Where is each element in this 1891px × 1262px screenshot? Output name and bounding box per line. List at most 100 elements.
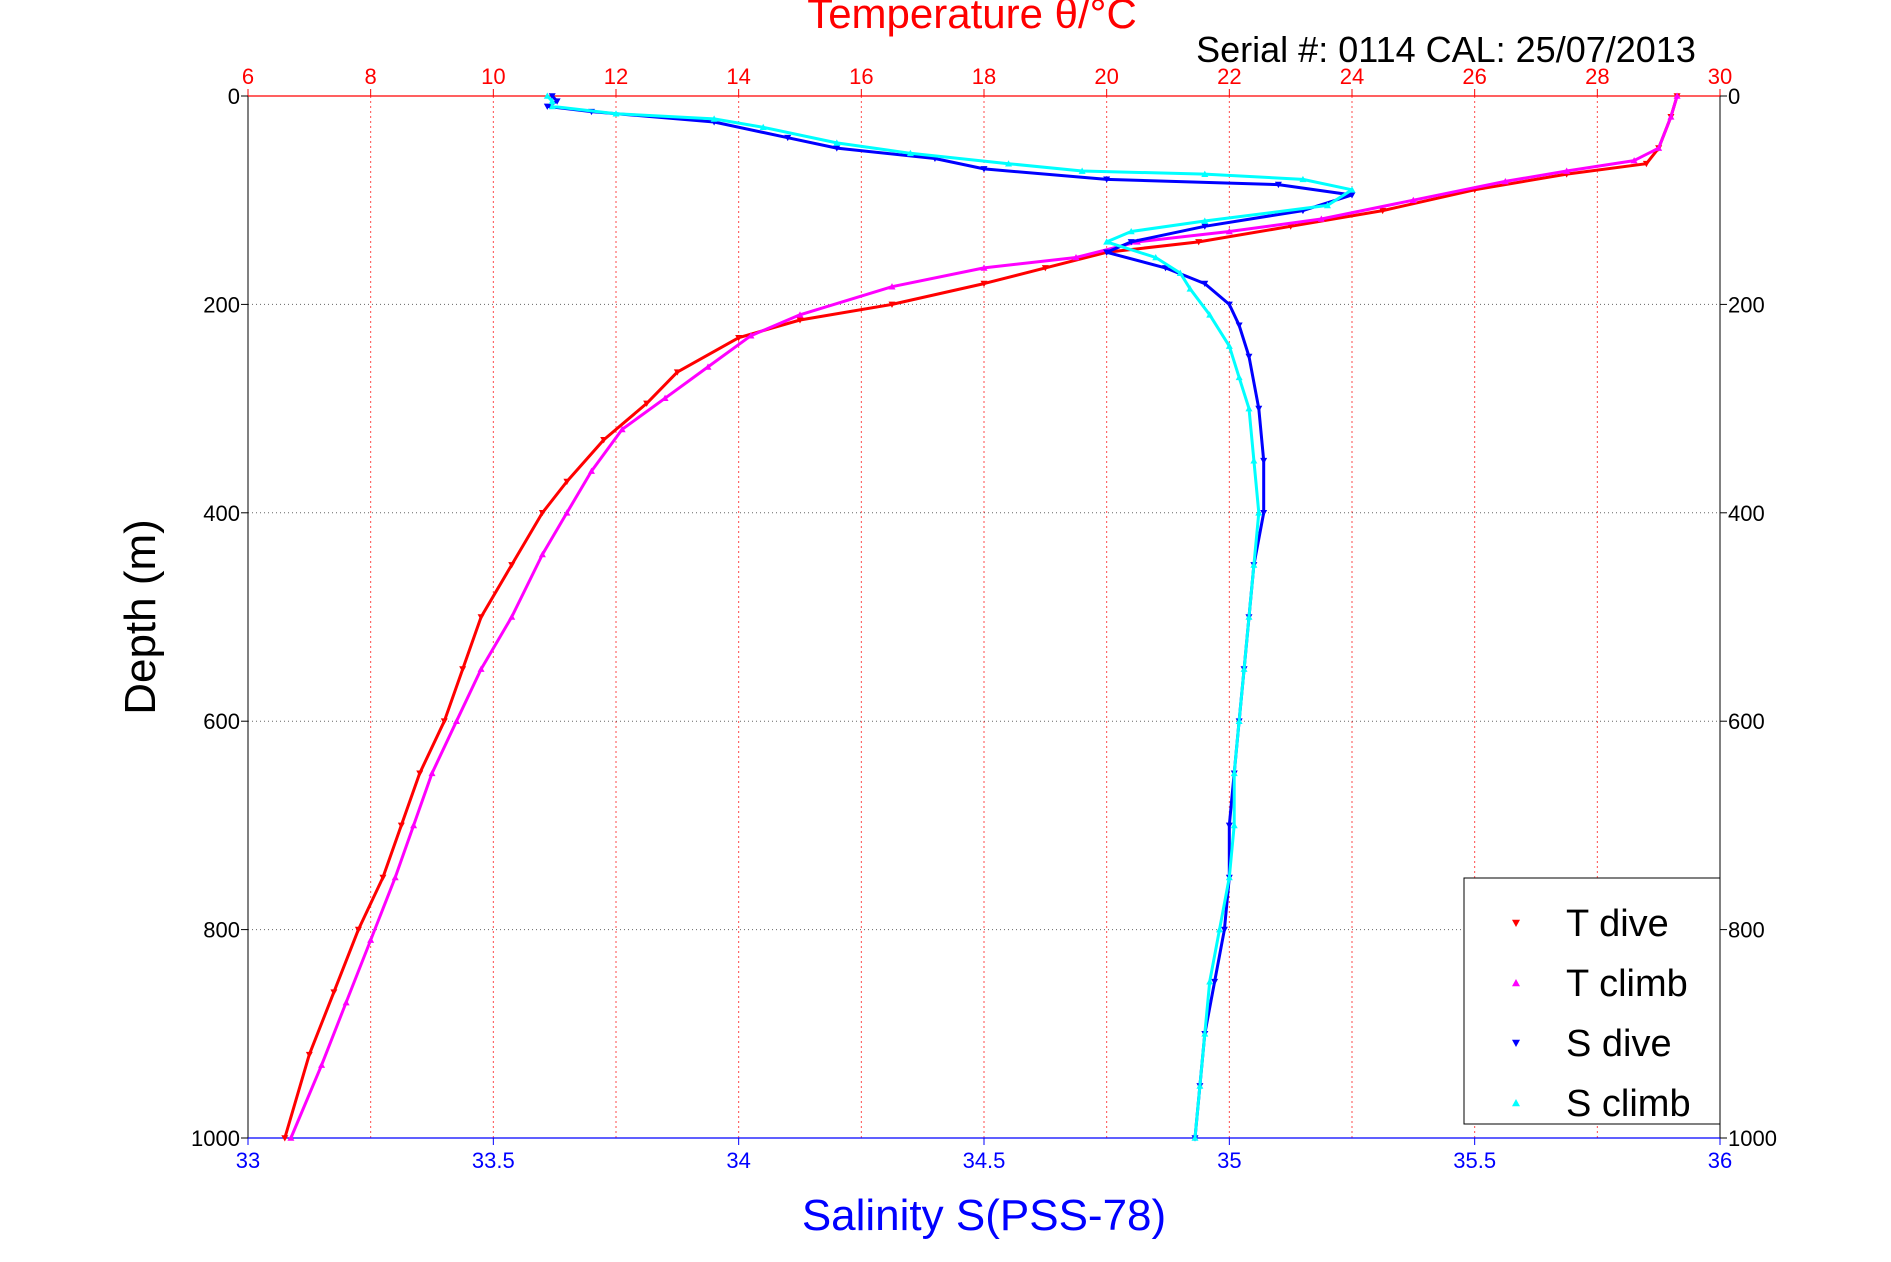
data-point [440,718,448,725]
legend-item: T dive [1512,903,1669,945]
data-point [1206,978,1214,985]
grid [241,89,1727,1145]
data-point [796,317,804,324]
salinity-axis-title: Salinity S(PSS-78) [802,1191,1166,1240]
series-s-climb [543,92,1356,1141]
temperature-tick-label: 28 [1585,64,1609,89]
data-point [1260,510,1268,517]
data-point [477,665,485,672]
data-point [1348,192,1356,199]
temperature-tick-label: 8 [365,64,377,89]
data-point [553,98,561,105]
data-point [548,102,556,110]
legend-label: S climb [1566,1083,1691,1125]
data-point [538,550,546,558]
salinity-tick-label: 33.5 [472,1148,515,1173]
data-point [281,1135,289,1142]
salinity-tick-label: 35.5 [1453,1148,1496,1173]
data-point [563,478,571,486]
data-point [980,166,988,173]
depth-tick-label-right: 800 [1728,918,1765,943]
data-point [661,394,669,401]
data-point [833,145,841,152]
series-line [545,94,1354,1139]
data-point [784,134,792,142]
data-point [1673,92,1681,99]
data-point [1630,157,1638,164]
data-point [1196,1082,1204,1089]
data-point [305,1051,313,1059]
depth-tick-label-left: 0 [228,84,240,109]
data-point [1186,285,1194,292]
data-point [367,936,375,943]
legend-marker [1512,1099,1520,1107]
series-layer [281,92,1681,1142]
data-point [1323,201,1331,209]
data-point [1240,665,1248,672]
data-point [1103,176,1111,183]
data-point [1225,301,1233,308]
legend-label: T climb [1566,963,1688,1005]
data-point [1245,405,1253,412]
legend-marker [1512,979,1520,987]
data-point [1225,227,1233,235]
temperature-tick-label: 10 [481,64,505,89]
depth-tick-label-right: 400 [1728,501,1765,526]
data-point [453,717,461,724]
depth-tick-label-left: 1000 [191,1126,240,1151]
data-point [1250,457,1258,464]
data-point [1225,342,1233,349]
legend-marker [1512,919,1520,927]
data-point [1201,1030,1209,1037]
legend-label: S dive [1566,1023,1672,1065]
depth-tick-label-left: 800 [203,918,240,943]
salinity-tick-label: 36 [1708,1148,1732,1173]
data-point [391,874,399,881]
data-point [673,369,681,376]
data-point [1287,223,1295,230]
depth-tick-label-left: 200 [203,292,240,317]
temperature-tick-label: 30 [1708,64,1732,89]
data-point [397,822,405,829]
data-point [612,110,620,117]
data-point [548,93,556,100]
salinity-tick-label: 35 [1217,1148,1241,1173]
data-point [508,613,516,620]
legend-item: T climb [1512,963,1688,1005]
data-point [477,614,485,621]
data-point [538,510,546,517]
legend-box [1463,877,1721,1125]
temperature-axis-title: Temperature θ/°C [807,0,1137,37]
serial-cal-label: Serial #: 0114 CAL: 25/07/2013 [1196,29,1696,70]
data-point [1255,405,1263,413]
data-point [379,874,387,881]
data-point [618,425,626,433]
data-point [1103,249,1111,256]
data-point [1195,239,1203,246]
data-point [1235,373,1243,381]
data-point [980,280,988,288]
data-point [1201,280,1209,288]
data-point [704,363,712,370]
data-point [1201,223,1209,230]
temperature-tick-label: 20 [1094,64,1118,89]
temperature-tick-label: 18 [972,64,996,89]
data-point [888,283,896,290]
data-point [1250,561,1258,568]
depth-tick-label-right: 0 [1728,84,1740,109]
temperature-tick-label: 16 [849,64,873,89]
series-s-dive [543,93,1356,1142]
data-point [1245,353,1253,360]
data-point [1127,239,1135,246]
data-point [1211,978,1219,986]
depth-tick-label-right: 200 [1728,292,1765,317]
salinity-tick-label: 34 [726,1148,750,1173]
temperature-tick-label: 22 [1217,64,1241,89]
data-point [1299,175,1307,183]
data-point [1409,196,1417,203]
data-point [330,989,338,996]
depth-tick-label-right: 1000 [1728,1126,1777,1151]
data-point [1103,238,1111,245]
data-point [1230,821,1238,829]
